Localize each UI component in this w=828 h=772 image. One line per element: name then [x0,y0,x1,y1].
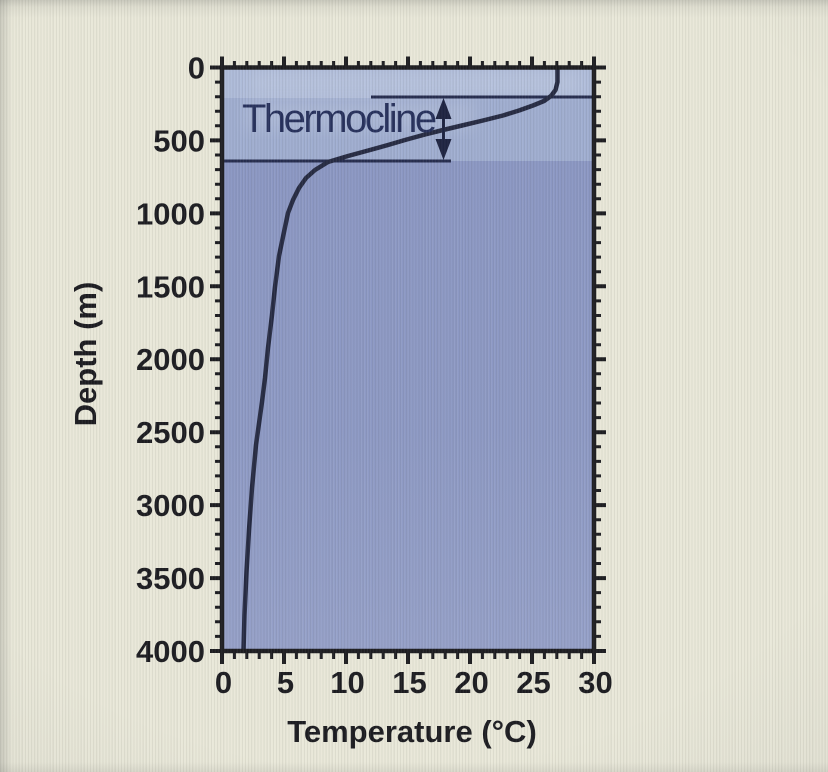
svg-text:3500: 3500 [136,561,205,596]
svg-text:Thermocline: Thermocline [242,97,436,141]
svg-text:3000: 3000 [136,488,205,523]
svg-text:Temperature (°C): Temperature (°C) [287,714,537,749]
svg-text:Depth (m): Depth (m) [68,282,103,427]
svg-text:15: 15 [392,665,426,700]
svg-text:0: 0 [215,665,232,700]
svg-text:1000: 1000 [136,196,205,231]
svg-text:500: 500 [153,123,205,158]
svg-text:0: 0 [188,51,205,86]
svg-text:30: 30 [578,665,612,700]
svg-text:5: 5 [277,665,294,700]
svg-text:10: 10 [330,665,364,700]
svg-text:20: 20 [454,665,488,700]
svg-text:1500: 1500 [136,269,205,304]
svg-text:4000: 4000 [136,634,205,669]
svg-text:25: 25 [516,665,550,700]
svg-text:2500: 2500 [136,415,205,450]
svg-text:2000: 2000 [136,342,205,377]
